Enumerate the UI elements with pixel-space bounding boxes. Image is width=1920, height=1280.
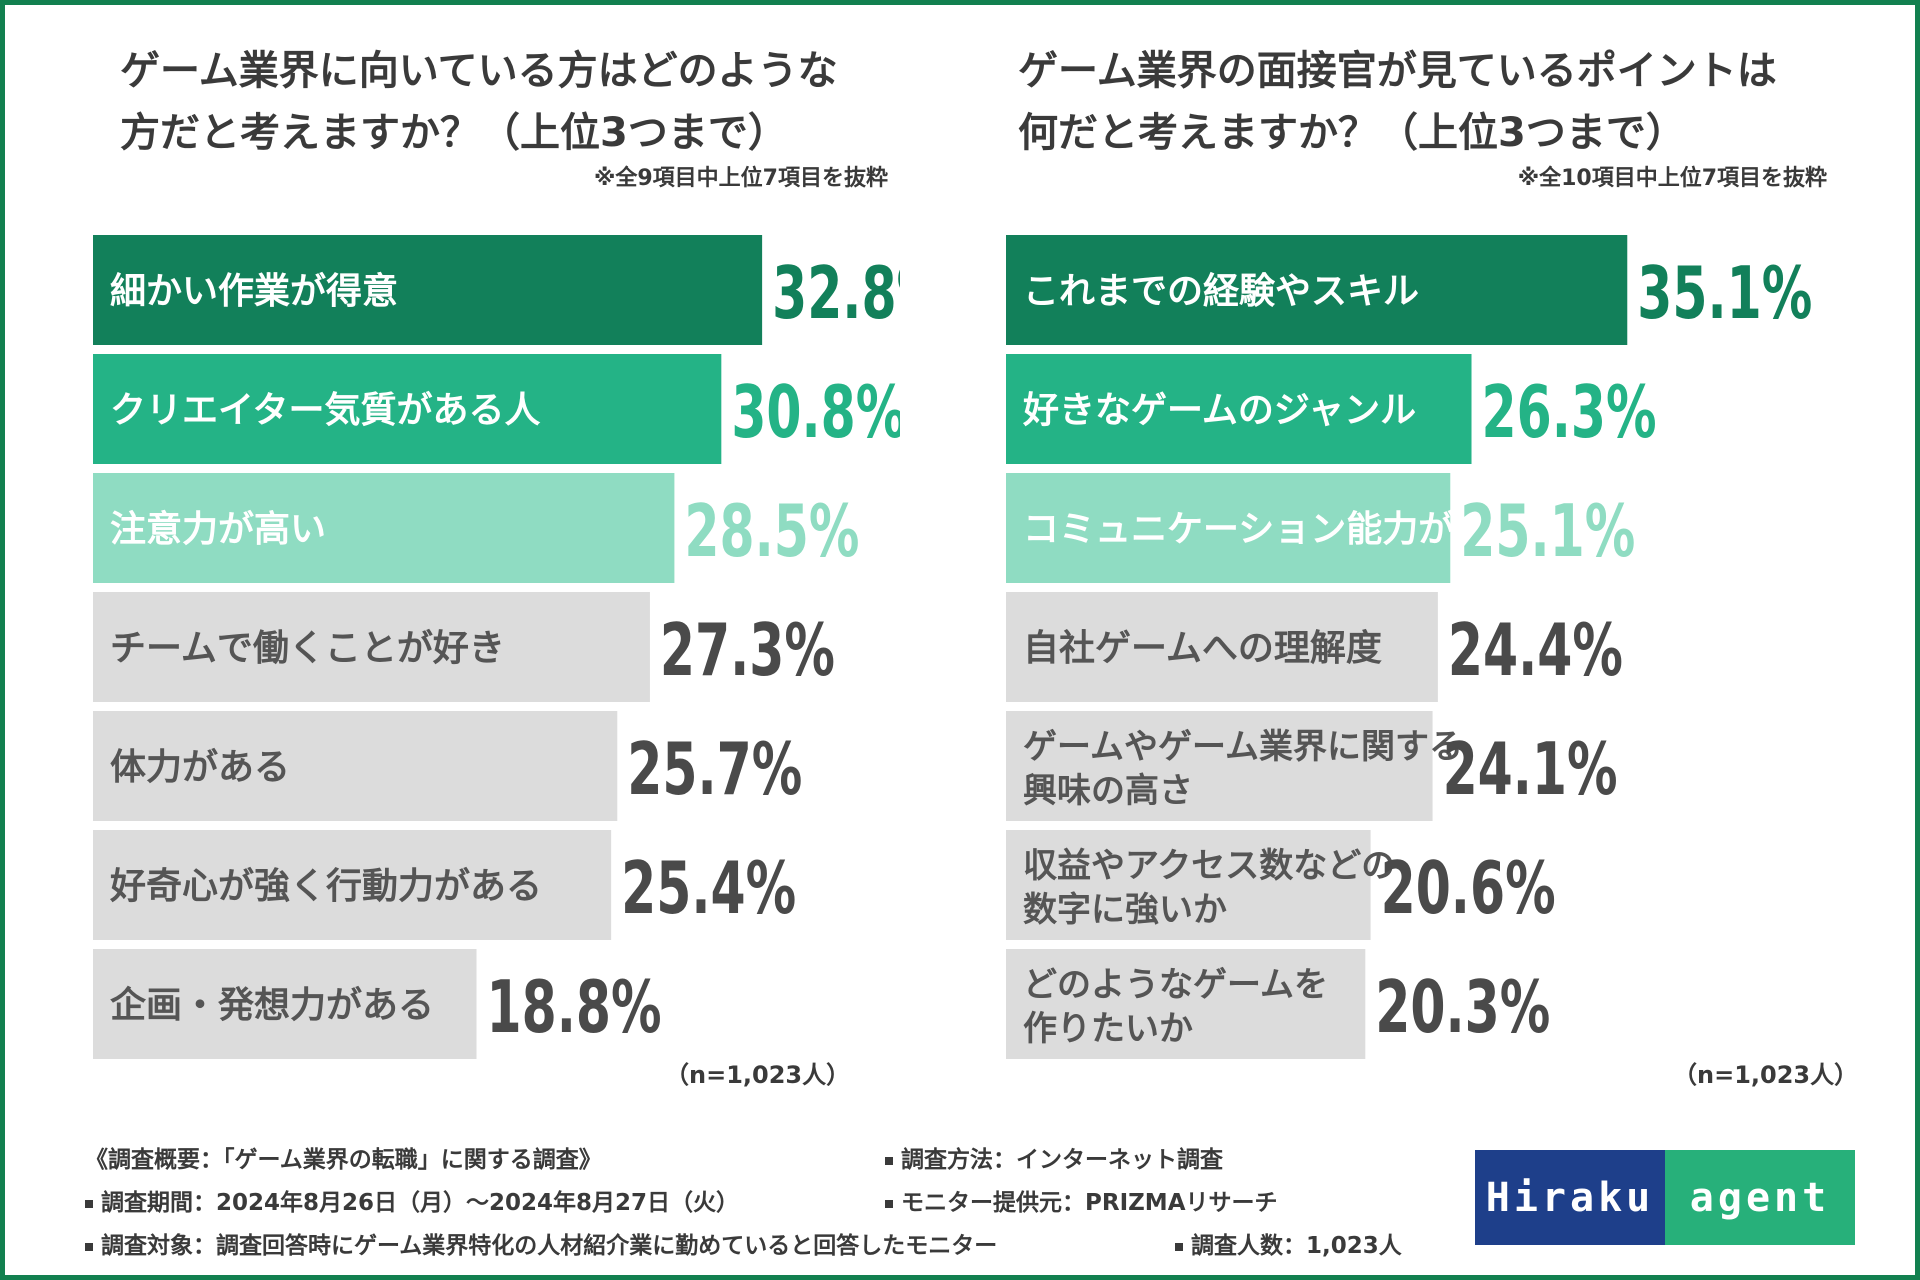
survey-count: 調査人数：1,023人: [1175, 1226, 1402, 1260]
category-label-3: 注意力が高い: [110, 509, 326, 550]
bar-1: [1006, 235, 1628, 345]
value-label-6: 20.6%: [1381, 846, 1556, 930]
value-label-5: 24.1%: [1443, 727, 1618, 811]
bar-1: [93, 235, 763, 345]
hiraku-agent-logo: Hiraku agent: [1475, 1150, 1855, 1245]
category-label-5: 体力がある: [110, 747, 290, 788]
bar-5: [1006, 711, 1433, 821]
bullet-icon: [85, 1242, 93, 1251]
bar-chart-right: これまでの経験やスキル 35.1% 好きなゲームのジャンル 26.3% コミュニケーショ…: [1006, 235, 1812, 1059]
value-label-2: 26.3%: [1482, 370, 1657, 454]
category-label-2: 好きなゲームのジャンル: [1022, 390, 1416, 431]
bar-7: [93, 949, 477, 1059]
survey-provider: モニター提供元：PRIZMAリサーチ: [885, 1183, 1278, 1217]
logo-left: Hiraku: [1475, 1150, 1665, 1245]
value-label-3: 25.1%: [1460, 489, 1635, 573]
category-label-6: 好奇心が強く行動力がある: [109, 866, 542, 907]
survey-overview: 《調査概要：「ゲーム業界の転職」に関する調査》: [85, 1147, 602, 1173]
sample-size-right: （n=1,023人）: [1673, 1061, 1859, 1089]
chart-title-right-line1: ゲーム業界の面接官が見ているポイントは: [1018, 48, 1777, 94]
category-label-4: チームで働くことが好き: [110, 628, 505, 669]
survey-method-text: 調査方法：インターネット調査: [901, 1147, 1223, 1173]
category-label-1: 細かい作業が得意: [110, 271, 398, 312]
bar-7: [1006, 949, 1366, 1059]
survey-target-text: 調査対象：調査回答時にゲーム業界特化の人材紹介業に勤めていると回答したモニター: [101, 1233, 998, 1259]
bullet-icon: [1175, 1242, 1183, 1251]
bar-3: [1006, 473, 1451, 583]
category-label-4: 自社ゲームへの理解度: [1023, 628, 1382, 669]
chart-note-right: ※全10項目中上位7項目を抜粋: [1517, 166, 1827, 191]
category-label-7: 企画・発想力がある: [110, 984, 434, 1026]
chart-panel-right: ゲーム業界の面接官が見ているポイントは 何だと考えますか？（上位3つまで） ※全…: [913, 0, 1858, 1100]
bar-6: [1006, 830, 1371, 940]
value-label-2: 30.8%: [731, 370, 900, 454]
value-label-7: 18.8%: [487, 965, 662, 1049]
logo-right: agent: [1665, 1150, 1855, 1245]
chart-title-left: ゲーム業界に向いている方はどのような 方だと考えますか？（上位3つまで）: [120, 40, 838, 164]
survey-method: 調査方法：インターネット調査: [885, 1140, 1223, 1174]
chart-panel-left: ゲーム業界に向いている方はどのような 方だと考えますか？（上位3つまで） ※全9…: [0, 0, 900, 1100]
value-label-3: 28.5%: [684, 489, 859, 573]
bullet-icon: [885, 1199, 893, 1208]
bullet-icon: [885, 1156, 893, 1165]
category-label-6: 収益やアクセス数などの: [1023, 846, 1395, 886]
chart-title-right: ゲーム業界の面接官が見ているポイントは 何だと考えますか？（上位3つまで）: [1018, 40, 1777, 164]
survey-period-text: 調査期間：2024年8月26日（月）〜2024年8月27日（火）: [101, 1190, 740, 1216]
bar-4: [93, 592, 650, 702]
chart-title-right-line2: 何だと考えますか？（上位3つまで）: [1018, 110, 1686, 156]
bar-2: [93, 354, 722, 464]
category-label-7: 作りたいか: [1023, 1009, 1193, 1049]
sample-size-left: （n=1,023人）: [665, 1061, 851, 1089]
bar-6: [93, 830, 612, 940]
category-label-3: コミュニケーション能力があるか: [1023, 509, 1562, 550]
category-label-1: これまでの経験やスキル: [1023, 271, 1419, 312]
category-label-2: クリエイター気質がある人: [110, 390, 541, 431]
chart-title-left-line1: ゲーム業界に向いている方はどのような: [120, 48, 838, 94]
survey-target: 調査対象：調査回答時にゲーム業界特化の人材紹介業に勤めていると回答したモニター: [85, 1226, 997, 1260]
value-label-1: 35.1%: [1637, 251, 1812, 335]
survey-provider-text: モニター提供元：PRIZMAリサーチ: [901, 1190, 1278, 1216]
chart-title-left-line2: 方だと考えますか？（上位3つまで）: [120, 110, 788, 156]
bar-2: [1006, 354, 1472, 464]
chart-note-left: ※全9項目中上位7項目を抜粋: [593, 166, 888, 191]
value-label-7: 20.3%: [1375, 965, 1550, 1049]
bar-chart-left: 細かい作業が得意 32.8% クリエイター気質がある人 30.8% 注意力が高い 28.5…: [93, 235, 900, 1059]
survey-period: 調査期間：2024年8月26日（月）〜2024年8月27日（火）: [85, 1183, 739, 1217]
bar-4: [1006, 592, 1438, 702]
value-label-6: 25.4%: [621, 846, 796, 930]
category-label-5: ゲームやゲーム業界に関する: [1023, 727, 1463, 767]
value-label-5: 25.7%: [627, 727, 802, 811]
value-label-4: 27.3%: [660, 608, 835, 692]
bullet-icon: [85, 1199, 93, 1208]
category-label-7: どのようなゲームを: [1023, 965, 1328, 1005]
value-label-1: 32.8%: [772, 251, 900, 335]
bar-5: [93, 711, 618, 821]
category-label-6: 数字に強いか: [1023, 890, 1227, 930]
survey-count-text: 調査人数：1,023人: [1191, 1233, 1402, 1259]
bar-3: [93, 473, 675, 583]
value-label-4: 24.4%: [1448, 608, 1623, 692]
category-label-5: 興味の高さ: [1023, 771, 1193, 811]
